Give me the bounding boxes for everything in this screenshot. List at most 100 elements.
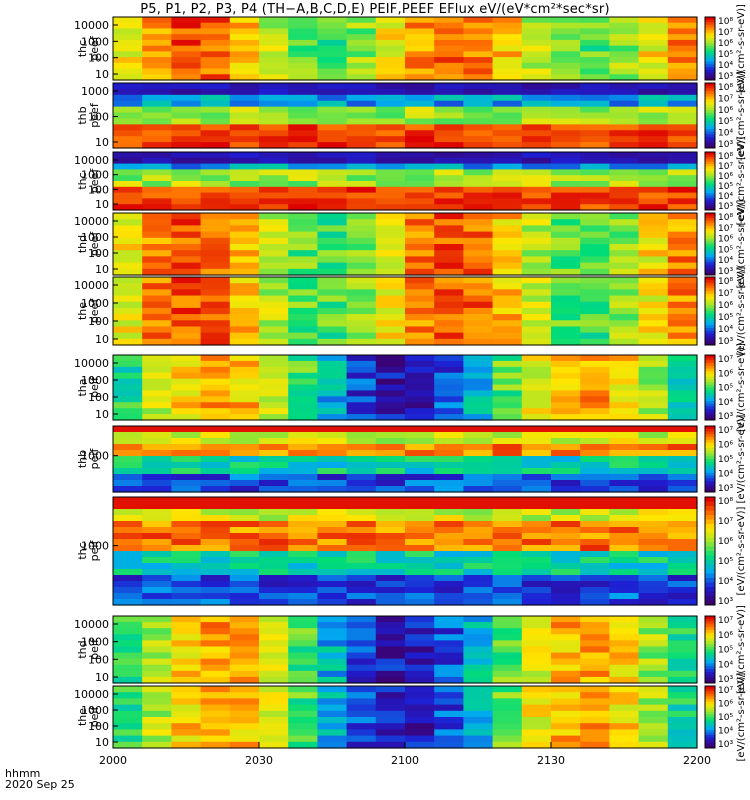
heatmap-cell [638,68,669,75]
colorbar-swatch [705,342,715,346]
colorbar-swatch [705,732,715,736]
heatmap-cell [667,545,698,552]
heatmap-cell [521,575,552,582]
heatmap-cell [463,94,494,102]
heatmap-cell [171,314,202,321]
heatmap-cell [492,17,523,24]
heatmap-cell [288,634,318,641]
heatmap-cell [463,219,494,226]
heatmap-cell [229,62,260,70]
heatmap-cell [171,396,202,403]
heatmap-cell [317,432,348,439]
heatmap-cell [521,198,552,205]
heatmap-cell [667,646,698,654]
heatmap-cell [492,438,523,445]
heatmap-cell [521,396,552,403]
heatmap-cell [638,268,669,276]
colorbar-title: [eV/(cm²-s-sr-eV)] [736,71,747,160]
heatmap-cell [667,142,698,149]
heatmap-cell [171,378,202,386]
heatmap-cell [200,307,231,315]
heatmap-cell [375,100,406,108]
colorbar-swatch [705,218,715,222]
heatmap-cell [551,599,581,606]
heatmap-cell [229,474,260,481]
heatmap-cell [551,587,581,594]
heatmap-cell [492,198,523,205]
heatmap-cell [580,692,610,699]
heatmap-cell [580,372,610,380]
heatmap-cell [463,676,494,684]
colorbar-swatch [705,696,715,700]
heatmap-cell [667,366,698,374]
heatmap-cell [346,157,377,165]
heatmap-cell [113,462,143,469]
heatmap-cell [551,575,581,582]
colorbar-swatch [705,450,715,454]
heatmap-cell [259,563,289,570]
heatmap-cell [346,295,377,303]
colorbar-swatch [705,409,715,413]
heatmap-cell [551,723,581,730]
heatmap-cell [667,497,698,504]
heatmap-cell [346,670,377,678]
heatmap-cell [667,307,698,315]
colorbar-swatch [705,32,715,36]
heatmap-cell [113,652,143,660]
heatmap-cell [229,658,260,666]
heatmap-cell [375,301,406,309]
y-tick-label: 1000 [81,231,109,244]
heatmap-cell [113,88,143,96]
heatmap-cell [492,332,523,340]
heatmap-cell [609,51,640,58]
panel-frame [112,276,698,346]
heatmap-cell [259,515,289,522]
heatmap-cell [171,468,202,475]
heatmap-cell [259,51,289,58]
heatmap-cell [113,289,143,297]
colorbar-swatch [705,333,715,337]
heatmap-cell [609,426,640,433]
heatmap-cell [492,408,523,415]
heatmap-cell [638,112,669,120]
heatmap-cell [521,527,552,534]
heatmap-cell [434,563,464,570]
colorbar-swatch [705,406,715,410]
heatmap-cell [142,509,172,516]
heatmap-cell [259,192,289,199]
heatmap-cell [171,432,202,439]
heatmap-cell [492,456,523,463]
heatmap-cell [580,100,610,108]
heatmap-cell [142,729,172,737]
heatmap-cell [171,17,202,24]
heatmap-cell [259,545,289,552]
heatmap-cell [492,670,523,678]
heatmap-cell [405,616,435,623]
heatmap-cell [580,521,610,528]
heatmap-cell [142,480,172,487]
heatmap-cell [171,372,202,380]
heatmap-cell [405,283,435,290]
heatmap-cell [229,262,260,270]
colorbar-swatch [705,483,715,487]
heatmap-cell [492,289,523,297]
heatmap-cell [346,408,377,415]
heatmap-cell [317,729,348,737]
heatmap-cell [317,698,348,706]
heatmap-cell [463,390,494,397]
heatmap-cell [200,268,231,276]
heatmap-cell [551,34,581,41]
heatmap-cell [375,338,406,346]
colorbar-swatch [705,357,715,361]
heatmap-cell [580,244,610,251]
heatmap-cell [259,509,289,516]
heatmap-cell [346,51,377,58]
heatmap-cell [200,390,231,397]
heatmap-cell [229,295,260,303]
heatmap-cell [317,283,348,290]
heatmap-cell [200,723,231,730]
heatmap-cell [463,124,494,131]
heatmap-cell [259,729,289,737]
heatmap-cell [171,136,202,143]
heatmap-cell [229,456,260,463]
